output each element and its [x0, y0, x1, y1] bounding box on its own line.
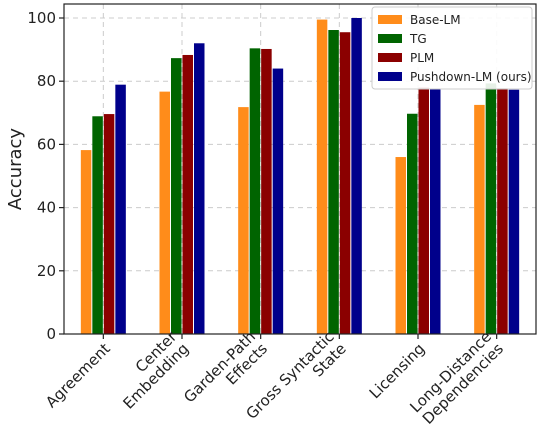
- bar-pushdown-lm-ours-4: [430, 88, 441, 334]
- bar-pushdown-lm-ours-5: [508, 89, 520, 335]
- bar-base-lm-0: [80, 150, 92, 334]
- legend-label: Pushdown-LM (ours): [410, 70, 532, 84]
- legend-swatch: [378, 53, 402, 62]
- bar-tg-3: [328, 30, 339, 335]
- legend-label: TG: [409, 32, 427, 46]
- y-tick-label: 0: [46, 325, 56, 343]
- bar-base-lm-5: [474, 104, 485, 335]
- bar-tg-5: [485, 83, 497, 334]
- y-axis-title: Accuracy: [5, 128, 26, 211]
- bar-plm-3: [339, 32, 351, 334]
- y-tick-label: 80: [37, 72, 56, 90]
- x-tick-label: Agreement: [42, 340, 114, 412]
- bar-pushdown-lm-ours-2: [272, 68, 284, 334]
- legend-swatch: [378, 15, 402, 24]
- y-tick-label: 60: [37, 135, 56, 153]
- bars: [80, 18, 520, 335]
- legend-box: [371, 6, 533, 90]
- legend-swatch: [378, 34, 402, 43]
- bar-tg-1: [171, 58, 182, 335]
- y-tick-label: 100: [27, 9, 56, 27]
- bar-pushdown-lm-ours-3: [351, 18, 362, 334]
- legend: Base-LM TG PLM Pushdown-LM (ours): [371, 6, 533, 90]
- bar-plm-5: [497, 88, 508, 334]
- plot-frame: [63, 3, 537, 335]
- legend-label: PLM: [410, 51, 434, 65]
- bar-pushdown-lm-ours-1: [194, 43, 205, 334]
- bar-base-lm-4: [395, 157, 406, 334]
- y-tick-label: 40: [37, 199, 56, 217]
- bar-base-lm-2: [238, 107, 249, 334]
- x-tick-label-line: Agreement: [42, 340, 114, 412]
- bar-plm-1: [182, 54, 193, 335]
- y-tick-label: 20: [37, 262, 56, 280]
- bar-base-lm-1: [159, 91, 170, 335]
- bar-plm-0: [103, 114, 115, 335]
- x-tick-label: CenterEmbedding: [107, 327, 192, 412]
- x-tick-label: Long-DistanceDependencies: [406, 327, 507, 428]
- axes: [63, 3, 537, 335]
- bar-plm-4: [418, 87, 429, 335]
- legend-swatch: [378, 72, 402, 81]
- bar-base-lm-3: [316, 19, 328, 335]
- bar-pushdown-lm-ours-0: [115, 84, 126, 335]
- bar-tg-4: [407, 113, 418, 334]
- legend-label: Base-LM: [410, 13, 461, 27]
- bar-tg-2: [249, 48, 261, 334]
- x-axis-ticks: Agreement CenterEmbeddingGarden-PathEffec…: [42, 327, 507, 428]
- y-axis-ticks: 0 20 40 60 80 100: [27, 9, 64, 343]
- bar-tg-0: [92, 116, 103, 334]
- bar-plm-2: [261, 48, 272, 335]
